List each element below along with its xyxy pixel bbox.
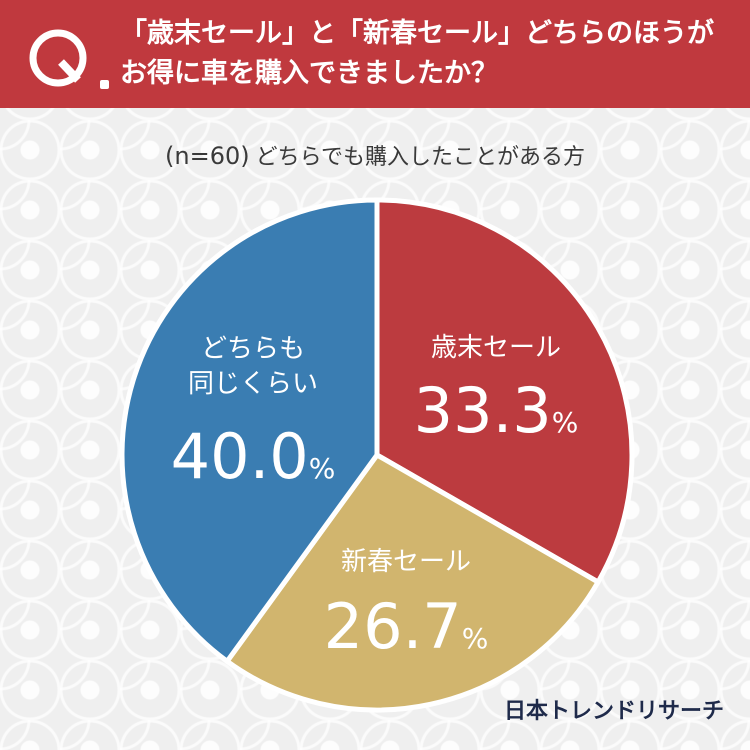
slice-label-2: 新春セール bbox=[341, 547, 471, 577]
q-dot bbox=[100, 80, 109, 89]
slice-value-1: 33.3% bbox=[414, 374, 579, 447]
slice-value-2: 26.7% bbox=[324, 590, 489, 663]
slice-label-1: 歳末セール bbox=[431, 333, 561, 363]
sample-size: (n=60) bbox=[165, 142, 250, 170]
respondent-description: どちらでも購入したことがある方 bbox=[255, 145, 585, 170]
chart-subtitle: (n=60) どちらでも購入したことがある方 bbox=[0, 140, 750, 174]
question-line-1: 「歳末セール」と「新春セール」どちらのほうが bbox=[120, 18, 714, 49]
pie-slice-1 bbox=[374, 197, 635, 585]
slice-label-3-line-2: 同じくらい bbox=[188, 369, 318, 399]
pie-slice-3 bbox=[119, 197, 380, 664]
question-text: 「歳末セール」と「新春セール」どちらのほうが お得に車を購入できましたか？ bbox=[120, 14, 730, 94]
question-header: 「歳末セール」と「新春セール」どちらのほうが お得に車を購入できましたか？ bbox=[0, 0, 750, 108]
slice-value-3: 40.0% bbox=[171, 420, 336, 493]
brand-logo: 日本トレンドリサーチ bbox=[503, 699, 724, 724]
slice-label-3-line-1: どちらも bbox=[201, 334, 305, 364]
q-letter bbox=[28, 10, 88, 96]
pie-slice-2 bbox=[224, 452, 601, 713]
q-icon bbox=[29, 29, 87, 87]
question-line-2: お得に車を購入できましたか？ bbox=[120, 58, 498, 89]
